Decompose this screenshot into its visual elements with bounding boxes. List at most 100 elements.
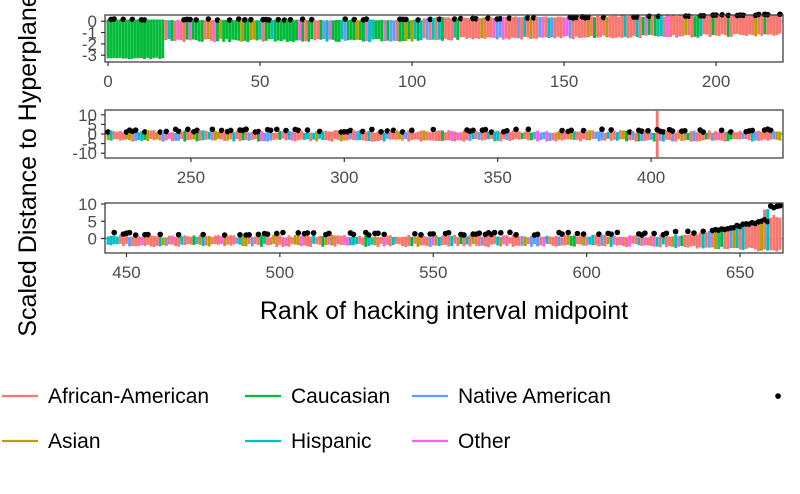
interval-bar: [599, 16, 603, 37]
interval-bar: [465, 236, 469, 245]
interval-bar: [638, 16, 642, 39]
interval-bar: [155, 19, 159, 58]
data-point: [408, 127, 415, 134]
interval-bar: [109, 130, 113, 141]
data-point: [585, 14, 592, 21]
interval-bar: [167, 235, 171, 245]
interval-bar: [560, 130, 564, 141]
interval-bar: [299, 235, 303, 247]
data-point: [369, 126, 375, 133]
interval-bar: [593, 17, 596, 39]
interval-bar: [766, 209, 770, 251]
interval-bar: [244, 131, 248, 141]
interval-bar: [459, 235, 463, 245]
data-point: [559, 231, 565, 237]
data-point: [777, 202, 783, 209]
interval-bar: [364, 132, 368, 141]
data-point: [366, 232, 372, 238]
interval-bar: [536, 130, 540, 142]
interval-bar: [690, 15, 694, 38]
interval-bar: [523, 131, 527, 140]
interval-bar: [701, 231, 705, 249]
interval-bar: [413, 236, 417, 244]
interval-bar: [628, 235, 632, 247]
interval-bar: [261, 19, 265, 42]
y-tick-label: -2: [82, 35, 97, 54]
interval-bar: [437, 130, 441, 142]
interval-bar: [523, 16, 527, 37]
interval-bar: [556, 16, 560, 37]
interval-bar: [646, 131, 650, 141]
interval-bar: [327, 131, 331, 141]
interval-bar: [115, 131, 119, 140]
interval-bar: [510, 16, 514, 38]
interval-bar: [109, 19, 113, 59]
interval-bar: [237, 20, 241, 41]
interval-bar: [266, 237, 270, 246]
data-point: [193, 17, 200, 23]
interval-bar: [137, 132, 141, 140]
legend-label: Hispanic: [291, 430, 372, 453]
interval-bar: [714, 230, 717, 250]
interval-bar: [526, 131, 530, 141]
interval-bar: [164, 131, 168, 141]
interval-bar: [253, 236, 257, 245]
interval-bar: [404, 236, 408, 247]
legend-label: African-American: [48, 385, 209, 408]
x-tick-label: 150: [550, 72, 578, 91]
data-point: [639, 128, 645, 135]
interval-bar: [325, 20, 329, 42]
interval-bar: [714, 15, 718, 36]
interval-bar: [487, 235, 490, 248]
interval-bar: [674, 132, 678, 142]
interval-bar: [131, 131, 135, 142]
interval-bar: [352, 235, 355, 246]
interval-bar: [742, 14, 745, 36]
interval-bar: [536, 236, 540, 247]
interval-bar: [533, 234, 536, 245]
interval-bar: [450, 18, 454, 41]
interval-bar: [511, 234, 515, 247]
y-tick-label: 0: [88, 12, 97, 31]
interval-bar: [468, 18, 472, 38]
interval-bar: [585, 236, 589, 246]
interval-bar: [253, 130, 257, 140]
interval-bar: [634, 235, 638, 245]
interval-bar: [256, 236, 260, 246]
interval-bar: [726, 229, 730, 250]
y-tick-label: -10: [72, 144, 97, 163]
interval-bar: [745, 15, 748, 37]
interval-bar: [499, 132, 503, 142]
interval-bar: [502, 131, 506, 140]
interval-bar: [539, 132, 543, 141]
interval-bar: [714, 131, 717, 141]
interval-bar: [161, 19, 165, 59]
interval-bar: [407, 20, 411, 40]
data-point: [299, 16, 306, 22]
data-point: [645, 127, 651, 134]
interval-bar: [631, 130, 635, 140]
interval-bar: [115, 236, 119, 245]
interval-bar: [760, 131, 763, 141]
interval-bar: [507, 17, 511, 40]
interval-bar: [631, 235, 635, 244]
data-point: [350, 231, 357, 238]
interval-bar: [626, 16, 630, 39]
data-point: [430, 231, 437, 237]
interval-bar: [336, 235, 340, 245]
interval-bar: [563, 235, 567, 246]
legend-item-caucasian: Caucasian: [245, 385, 390, 408]
panel-border: [104, 202, 784, 254]
y-tick-label: 5: [88, 212, 97, 231]
interval-bar: [698, 232, 702, 248]
interval-bar: [149, 19, 153, 60]
data-point: [573, 14, 580, 21]
data-point: [264, 231, 271, 237]
interval-bar: [416, 131, 420, 140]
interval-bar: [316, 20, 320, 40]
interval-bar: [701, 132, 705, 141]
data-point: [132, 127, 139, 133]
interval-bar: [252, 20, 256, 40]
interval-bar: [499, 236, 503, 247]
